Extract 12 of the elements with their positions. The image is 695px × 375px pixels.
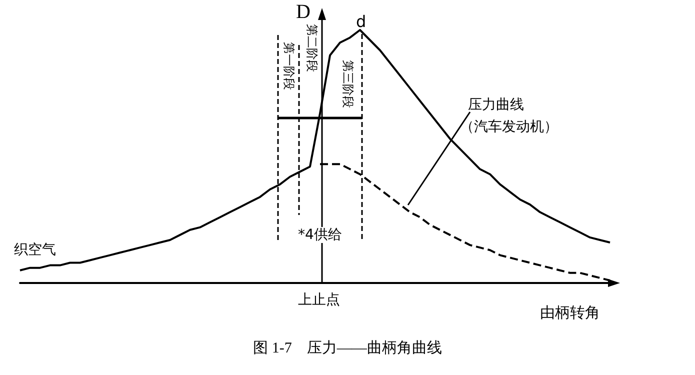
annotation: （汽车发动机）: [460, 119, 558, 135]
text: 图 1-7 压力——曲柄角曲线: [253, 340, 442, 356]
annotation: 压力曲线: [468, 97, 524, 113]
annotation: 第三阶段: [341, 60, 355, 108]
text: 上止点: [298, 292, 340, 308]
y-axis-title: D: [296, 1, 310, 23]
x-axis-title: 由柄转角: [540, 304, 600, 322]
annotation: *4供给: [296, 227, 344, 243]
annotation: 织空气: [14, 242, 56, 258]
annotation: 第二阶段: [305, 24, 319, 72]
annotation: d: [356, 12, 366, 31]
annotation: 第一阶段: [282, 42, 296, 90]
